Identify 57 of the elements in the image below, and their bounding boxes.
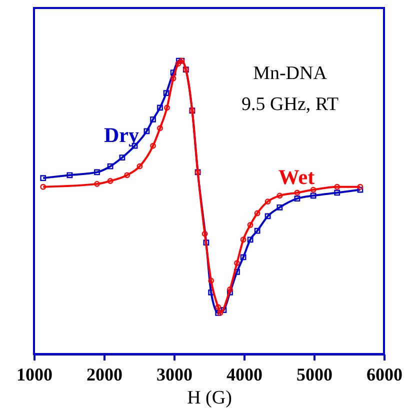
point: [310, 186, 316, 193]
point: [175, 60, 182, 67]
point: [203, 240, 210, 246]
point: [107, 178, 114, 184]
point: [107, 163, 114, 170]
point: [294, 190, 300, 196]
point: [334, 184, 340, 190]
point: [334, 190, 340, 196]
point: [164, 104, 170, 111]
point: [124, 172, 130, 178]
x-tick-label: 1000: [16, 364, 52, 384]
point: [94, 180, 100, 187]
point: [170, 70, 176, 76]
point: [208, 289, 214, 296]
point: [150, 116, 156, 122]
x-tick-label: 5000: [296, 364, 332, 384]
point: [276, 192, 283, 199]
x-tick-label: 3000: [156, 364, 192, 384]
x-tick-label: 6000: [366, 364, 402, 384]
point: [227, 286, 233, 292]
point: [254, 210, 260, 216]
point: [234, 260, 240, 266]
annotation: Mn-DNA: [253, 63, 328, 84]
point: [240, 254, 246, 260]
series-label: Dry: [104, 123, 140, 147]
point: [357, 186, 364, 193]
x-axis-title: H (G): [187, 388, 232, 408]
point: [220, 307, 227, 313]
point: [40, 175, 46, 182]
point: [247, 236, 254, 243]
x-tick-label: 4000: [226, 364, 262, 384]
point: [276, 204, 283, 210]
point: [254, 228, 260, 234]
point: [208, 278, 214, 284]
point: [119, 154, 126, 160]
point: [227, 289, 233, 296]
point: [150, 142, 156, 149]
series-label: Wet: [278, 165, 315, 189]
point: [310, 192, 316, 199]
point: [170, 75, 176, 82]
point: [264, 213, 271, 220]
x-tick-label: 2000: [86, 364, 122, 384]
point: [136, 163, 143, 170]
point: [240, 236, 246, 243]
point: [144, 128, 150, 134]
point: [94, 169, 100, 176]
point: [202, 230, 208, 237]
point: [294, 196, 300, 202]
point: [157, 104, 163, 111]
point: [264, 198, 271, 204]
point: [247, 222, 254, 228]
point: [66, 172, 73, 178]
annotation: 9.5 GHz, RT: [241, 94, 339, 115]
point: [176, 58, 182, 64]
point: [157, 125, 163, 132]
point: [163, 90, 170, 96]
point: [215, 304, 222, 310]
